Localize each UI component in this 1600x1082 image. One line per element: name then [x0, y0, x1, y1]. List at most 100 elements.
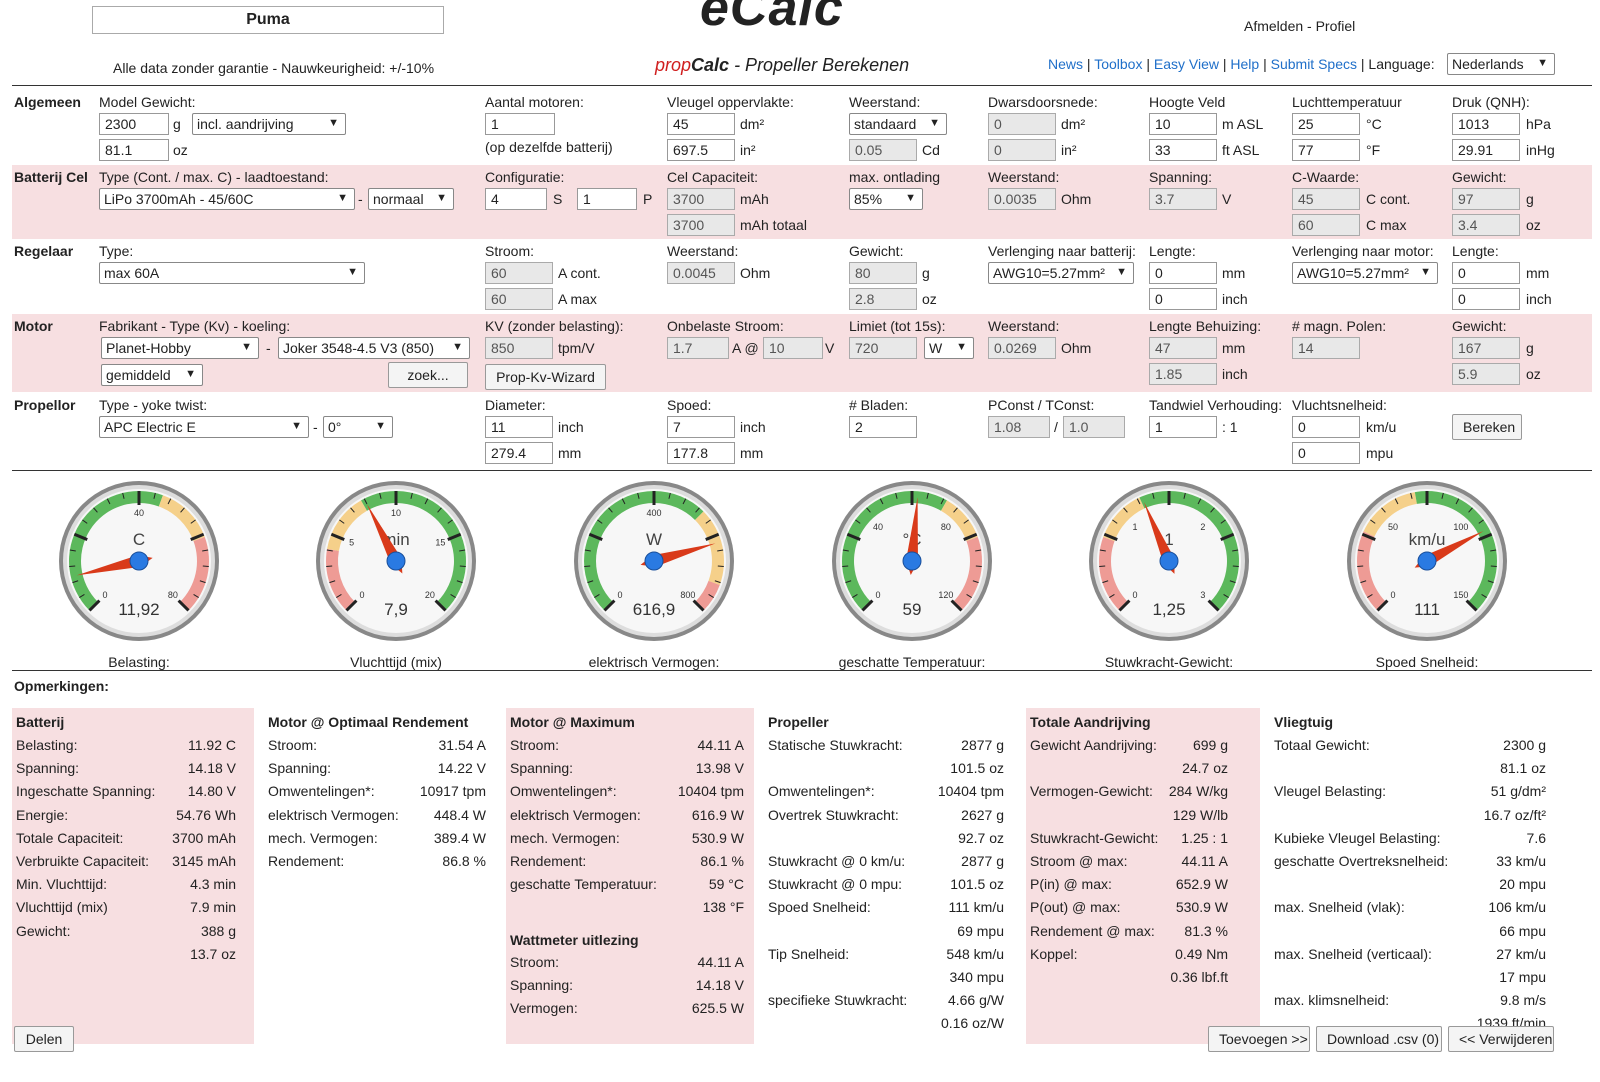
gauge-tick-label: 40 — [134, 508, 144, 518]
gauge-hub — [902, 551, 922, 571]
cooling-select[interactable]: gemiddeld ▼ — [101, 364, 203, 386]
len1-in-input[interactable]: 0 — [1149, 288, 1217, 310]
result-label: Stroom: — [268, 737, 318, 753]
gauge-unit: C — [133, 530, 145, 549]
result-label: Belasting: — [16, 737, 78, 753]
len2-in-input[interactable]: 0 — [1452, 288, 1520, 310]
pitch-in-input[interactable]: 7 — [667, 416, 735, 438]
qnh-hpa-input[interactable]: 1013 — [1452, 113, 1520, 135]
ext-battery-select[interactable]: AWG10=5.27mm² ▼ — [988, 262, 1134, 284]
gauge-tick — [1481, 594, 1487, 599]
motors-input[interactable]: 1 — [485, 113, 555, 135]
language-select[interactable]: Nederlands ▼ — [1447, 53, 1555, 75]
weight-g-input[interactable]: 2300 — [99, 113, 169, 135]
motor-weight-oz: 5.9 — [1452, 363, 1520, 385]
prop-type-select[interactable]: APC Electric E ▼ — [99, 416, 309, 438]
share-button[interactable]: Delen — [14, 1026, 74, 1052]
config-s-input[interactable]: 4 — [485, 188, 547, 210]
speed-mph-input[interactable]: 0 — [1292, 442, 1360, 464]
gauge-tick — [450, 594, 456, 599]
logo-text: eCalc — [700, 0, 844, 37]
result-label: Totaal Gewicht: — [1274, 737, 1370, 753]
nav-easy-view[interactable]: Easy View — [1153, 56, 1219, 72]
section-esc: Regelaar — [14, 243, 74, 259]
prop-kv-wizard-button[interactable]: Prop-Kv-Wizard — [485, 364, 606, 390]
unit-dm: dm² — [740, 116, 765, 132]
result-label: geschatte Overtreksnelheid: — [1274, 853, 1449, 869]
altitude-m-input[interactable]: 10 — [1149, 113, 1217, 135]
gauge-tick — [190, 532, 205, 541]
charge-state-select[interactable]: normaal ▼ — [368, 188, 454, 210]
ext-motor-select[interactable]: AWG10=5.27mm² ▼ — [1292, 262, 1438, 284]
unit-dia-mm: mm — [558, 445, 582, 461]
diameter-in-input[interactable]: 11 — [485, 416, 553, 438]
diameter-mm-input[interactable]: 279.4 — [485, 442, 553, 464]
unit-esc-g: g — [922, 265, 930, 281]
speed-kmh-input[interactable]: 0 — [1292, 416, 1360, 438]
weight-mode-select[interactable]: incl. aandrijving ▼ — [192, 113, 346, 135]
nav-help[interactable]: Help — [1230, 56, 1260, 72]
gauge: 0 400 800 W 616,9 — [572, 479, 736, 643]
gauge-tick — [424, 498, 429, 505]
gauge-tick — [459, 549, 466, 552]
esc-weight-oz: 2.8 — [849, 288, 917, 310]
temp-c-input[interactable]: 25 — [1292, 113, 1360, 135]
battery-type-select[interactable]: LiPo 3700mAh - 45/60C ▼ — [99, 188, 355, 210]
unit-hpa: hPa — [1526, 116, 1551, 132]
config-p-input[interactable]: 1 — [577, 188, 637, 210]
len1-mm-input[interactable]: 0 — [1149, 262, 1217, 284]
result-label: max. Snelheid (verticaal): — [1274, 945, 1432, 962]
diameter-label: Diameter: — [485, 397, 546, 413]
model-name-box[interactable]: Puma — [92, 6, 444, 34]
motors-note: (op dezelfde batterij) — [485, 139, 613, 155]
add-button[interactable]: Toevoegen >> — [1208, 1026, 1310, 1052]
nav-toolbox[interactable]: Toolbox — [1094, 56, 1143, 72]
gauge-tick-label: 3 — [1200, 590, 1205, 600]
result-value: 10404 tpm — [937, 783, 1004, 800]
account-links[interactable]: Afmelden - Profiel — [1244, 18, 1356, 34]
weight-oz-input[interactable]: 81.1 — [99, 139, 169, 161]
ext-battery-value: AWG10=5.27mm² — [993, 265, 1105, 281]
len1-label: Lengte: — [1149, 243, 1196, 259]
unit-len1-mm: mm — [1222, 265, 1246, 281]
section-battery: Batterij Cel — [14, 169, 88, 185]
result-label: Energie: — [16, 806, 69, 823]
twist-select[interactable]: 0° ▼ — [323, 416, 393, 438]
remove-button[interactable]: << Verwijderen — [1448, 1026, 1554, 1052]
gauge-tick-label: 1 — [1133, 522, 1138, 532]
blades-input[interactable]: 2 — [849, 416, 917, 438]
gauge-tick — [79, 594, 85, 599]
cross-label: Dwarsdoorsnede: — [988, 94, 1098, 110]
drag-select[interactable]: standaard ▼ — [849, 113, 947, 135]
wing-dm-input[interactable]: 45 — [667, 113, 735, 135]
unit-len2-mm: mm — [1526, 265, 1550, 281]
altitude-ft-input[interactable]: 33 — [1149, 139, 1217, 161]
result-value: 101.5 oz — [950, 876, 1004, 893]
housing-len-in: 1.85 — [1149, 363, 1217, 385]
result-label: max. klimsnelheid: — [1274, 992, 1390, 1009]
page-title: propCalc - Propeller Berekenen — [655, 55, 909, 76]
limit-unit-select[interactable]: W ▼ — [924, 337, 974, 359]
motor-weight-label: Gewicht: — [1452, 318, 1507, 334]
discharge-select[interactable]: 85% ▼ — [849, 188, 923, 210]
temp-f-input[interactable]: 77 — [1292, 139, 1360, 161]
pitch-mm-input[interactable]: 177.8 — [667, 442, 735, 464]
download-csv-button[interactable]: Download .csv (0) — [1316, 1026, 1442, 1052]
ext-motor-value: AWG10=5.27mm² — [1297, 265, 1409, 281]
len2-mm-input[interactable]: 0 — [1452, 262, 1520, 284]
calculate-button[interactable]: Bereken — [1452, 414, 1522, 440]
qnh-inhg-input[interactable]: 29.91 — [1452, 139, 1520, 161]
gauge-caption: Stuwkracht-Gewicht: — [1104, 654, 1234, 670]
result-value: 14.80 V — [187, 783, 236, 800]
result-label: Rendement: — [510, 853, 587, 869]
result-label: Stroom @ max: — [1030, 853, 1128, 869]
motor-model-select[interactable]: Joker 3548-4.5 V3 (850) ▼ — [278, 337, 470, 359]
gauge-tick — [1123, 507, 1128, 513]
nav-news[interactable]: News — [1048, 56, 1084, 72]
esc-type-select[interactable]: max 60A ▼ — [99, 262, 365, 284]
motor-maker-select[interactable]: Planet-Hobby ▼ — [101, 337, 259, 359]
motor-search-button[interactable]: zoek... — [388, 362, 468, 388]
nav-submit-specs[interactable]: Submit Specs — [1270, 56, 1357, 72]
gear-input[interactable]: 1 — [1149, 416, 1217, 438]
wing-in-input[interactable]: 697.5 — [667, 139, 735, 161]
